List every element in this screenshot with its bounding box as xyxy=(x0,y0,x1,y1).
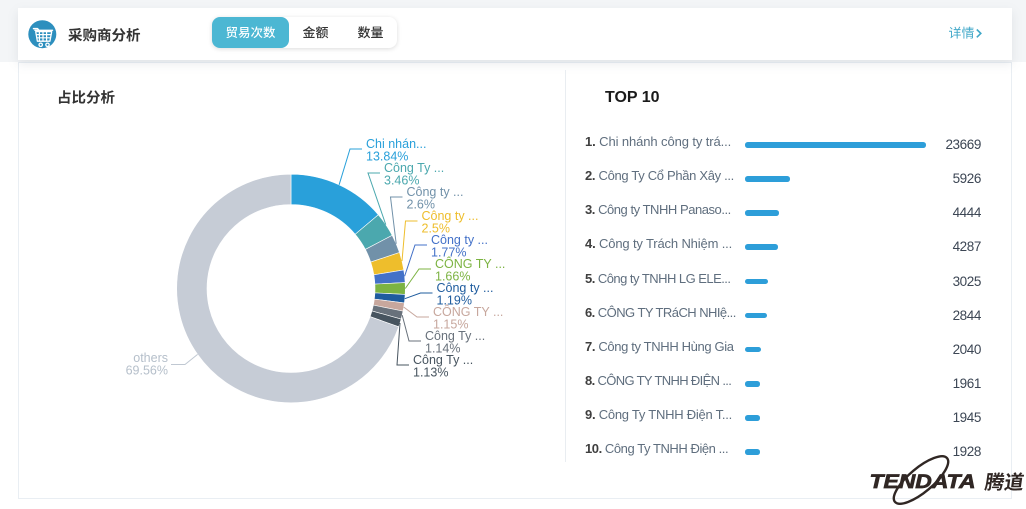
svg-text:69.56%: 69.56% xyxy=(126,364,168,378)
svg-text:CÔNG TY ...: CÔNG TY ... xyxy=(435,256,505,271)
svg-text:Công Ty ...: Công Ty ... xyxy=(413,353,473,367)
svg-text:2.5%: 2.5% xyxy=(422,222,451,236)
svg-text:1.77%: 1.77% xyxy=(431,246,466,260)
svg-text:1.19%: 1.19% xyxy=(437,294,472,308)
svg-text:Công ty ...: Công ty ... xyxy=(407,185,464,199)
svg-text:1.13%: 1.13% xyxy=(413,366,448,380)
svg-text:3.46%: 3.46% xyxy=(384,174,419,188)
svg-text:1.14%: 1.14% xyxy=(425,342,460,356)
svg-text:13.84%: 13.84% xyxy=(366,150,408,164)
svg-text:Công Ty ...: Công Ty ... xyxy=(384,161,444,175)
svg-text:others: others xyxy=(133,351,168,365)
svg-text:1.66%: 1.66% xyxy=(435,270,470,284)
svg-text:Công ty ...: Công ty ... xyxy=(431,233,488,247)
svg-text:TENDATA: TENDATA xyxy=(870,472,976,493)
svg-text:CÔNG TY ...: CÔNG TY ... xyxy=(433,304,503,319)
svg-text:2.6%: 2.6% xyxy=(407,198,436,212)
svg-text:Công ty ...: Công ty ... xyxy=(422,209,479,223)
svg-text:Công Ty ...: Công Ty ... xyxy=(425,329,485,343)
svg-text:1.15%: 1.15% xyxy=(433,318,468,332)
svg-text:Công ty ...: Công ty ... xyxy=(437,281,494,295)
svg-text:Chi nhán...: Chi nhán... xyxy=(366,137,426,151)
